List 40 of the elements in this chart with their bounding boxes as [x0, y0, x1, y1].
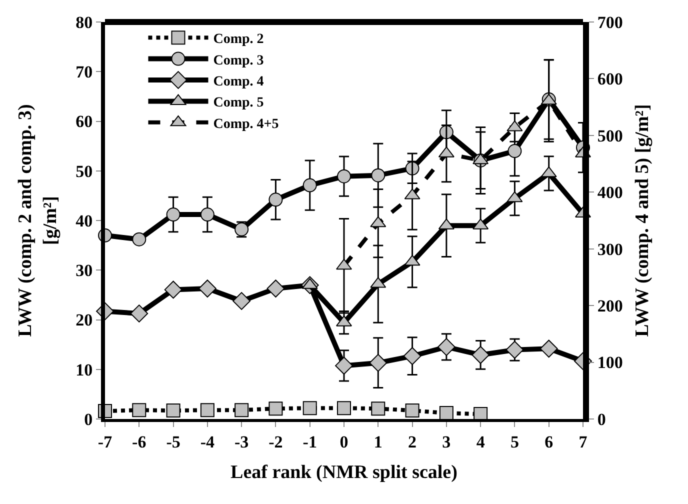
- x-tick-label: 4: [476, 432, 486, 452]
- x-tick-label: -6: [132, 432, 146, 452]
- legend-label: Comp. 4+5: [213, 116, 279, 132]
- x-tick-label: 5: [510, 432, 519, 452]
- y2-axis-title: LWW (comp. 4 and 5) [g/m²]: [632, 104, 654, 337]
- y-tick-label: 80: [76, 12, 93, 32]
- legend-label: Comp. 5: [213, 96, 264, 111]
- legend-label: Comp. 2: [213, 32, 264, 48]
- x-tick-label: 1: [374, 432, 382, 452]
- y2-tick-label: 0: [597, 410, 606, 429]
- y-tick-label: 40: [76, 211, 93, 230]
- legend-label: Comp. 3: [213, 53, 264, 68]
- y2-tick-label: 500: [597, 126, 623, 146]
- y-tick-label: 60: [76, 112, 93, 132]
- y-tick-label: 0: [84, 410, 93, 429]
- x-tick-label: 0: [340, 432, 348, 452]
- y2-tick-label: 200: [597, 296, 623, 316]
- y-tick-label: 20: [76, 310, 93, 330]
- y-tick-label: 50: [76, 162, 93, 181]
- x-tick-label: 7: [578, 432, 588, 452]
- y2-tick-label: 300: [597, 240, 623, 259]
- x-tick-label: -2: [268, 432, 283, 452]
- x-tick-label: 3: [442, 432, 451, 452]
- y-axis-title: LWW (comp. 2 and comp. 3) [g/m²]: [15, 104, 61, 337]
- y-tick-label: 70: [76, 62, 93, 82]
- x-tick-label: -7: [98, 432, 113, 452]
- y2-tick-label: 100: [597, 353, 623, 372]
- x-axis-title: Leaf rank (NMR split scale): [230, 462, 458, 484]
- y-tick-label: 10: [76, 360, 93, 380]
- y-tick-label: 30: [76, 261, 93, 280]
- x-tick-label: -3: [234, 432, 249, 452]
- x-tick-label: 2: [408, 432, 417, 452]
- x-tick-label: -1: [302, 432, 317, 452]
- y2-tick-label: 700: [597, 12, 623, 32]
- y2-tick-label: 400: [597, 183, 623, 202]
- legend-label: Comp. 4: [213, 74, 264, 90]
- x-tick-label: -5: [166, 432, 180, 452]
- x-tick-label: -4: [200, 432, 216, 452]
- x-tick-label: 6: [544, 432, 554, 452]
- y2-tick-label: 600: [597, 70, 623, 89]
